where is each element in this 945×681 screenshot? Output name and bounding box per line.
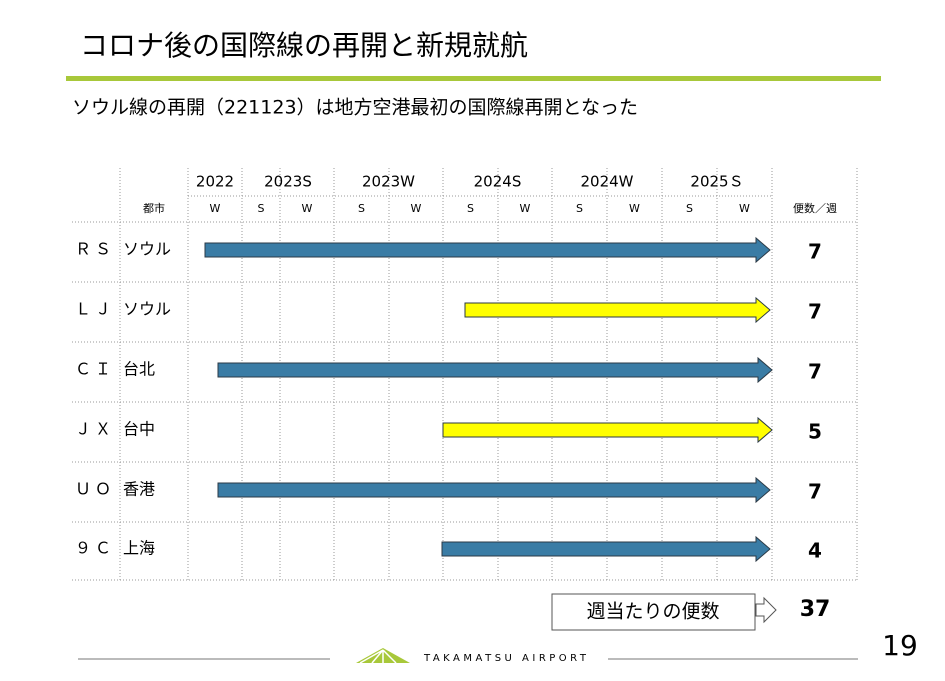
season-header: S xyxy=(467,202,474,215)
page-number: 19 xyxy=(882,629,918,662)
frequency: 4 xyxy=(808,539,822,563)
city-header: 都市 xyxy=(143,201,165,215)
season-header: W xyxy=(520,202,531,215)
frequency: 7 xyxy=(808,300,822,324)
frequency-header: 便数／週 xyxy=(793,202,837,215)
service-arrow xyxy=(204,236,771,264)
frequency: 7 xyxy=(808,480,822,504)
airline-code: ＪＸ xyxy=(75,420,115,439)
title: コロナ後の国際線の再開と新規就航 xyxy=(80,29,528,62)
season-header: S xyxy=(358,202,365,215)
season-header: W xyxy=(302,202,313,215)
season-header: W xyxy=(210,202,221,215)
airline-code: ９Ｃ xyxy=(75,539,115,558)
total-value: 37 xyxy=(800,597,831,622)
city: ソウル xyxy=(123,240,171,259)
year-header: 2024W xyxy=(580,173,633,191)
city: 台中 xyxy=(123,420,155,439)
season-header: W xyxy=(739,202,750,215)
season-header: W xyxy=(411,202,422,215)
frequency: 7 xyxy=(808,240,822,264)
timeline-table: 2022 2023S 2023W 2024S 2024W 2025Ｓ W S W S W S W S W S W… xyxy=(72,168,858,581)
city: 香港 xyxy=(123,480,155,499)
city: 上海 xyxy=(123,539,155,558)
year-header: 2023W xyxy=(362,173,415,191)
logo-mark xyxy=(356,648,410,664)
subtitle: ソウル線の再開（221123）は地方空港最初の国際線再開となった xyxy=(72,97,638,119)
season-header: W xyxy=(629,202,640,215)
total-box xyxy=(551,593,756,631)
year-header: 2023S xyxy=(264,173,312,191)
frequency: 7 xyxy=(808,360,822,384)
service-arrow xyxy=(464,296,771,324)
city: ソウル xyxy=(123,300,171,319)
airline-code: ＬＪ xyxy=(75,300,115,319)
service-arrow xyxy=(217,356,773,384)
season-header: S xyxy=(258,202,265,215)
year-header: 2024S xyxy=(474,173,522,191)
year-header: 2025Ｓ xyxy=(690,173,743,191)
airline-code: ＲＳ xyxy=(75,240,115,259)
airline-code: ＵＯ xyxy=(75,480,115,499)
city: 台北 xyxy=(123,360,155,379)
frequency: 5 xyxy=(808,420,822,444)
service-arrow xyxy=(442,416,773,444)
season-header: S xyxy=(686,202,693,215)
logo-text: TAKAMATSU AIRPORT xyxy=(423,653,590,664)
title-rule xyxy=(66,76,881,81)
season-header: S xyxy=(576,202,583,215)
year-header: 2022 xyxy=(196,173,234,191)
total-label: 週当たりの便数 xyxy=(586,601,719,623)
service-arrow xyxy=(441,535,771,563)
service-arrow xyxy=(217,476,771,504)
airline-code: ＣＩ xyxy=(75,360,115,379)
total-arrow xyxy=(755,596,777,624)
